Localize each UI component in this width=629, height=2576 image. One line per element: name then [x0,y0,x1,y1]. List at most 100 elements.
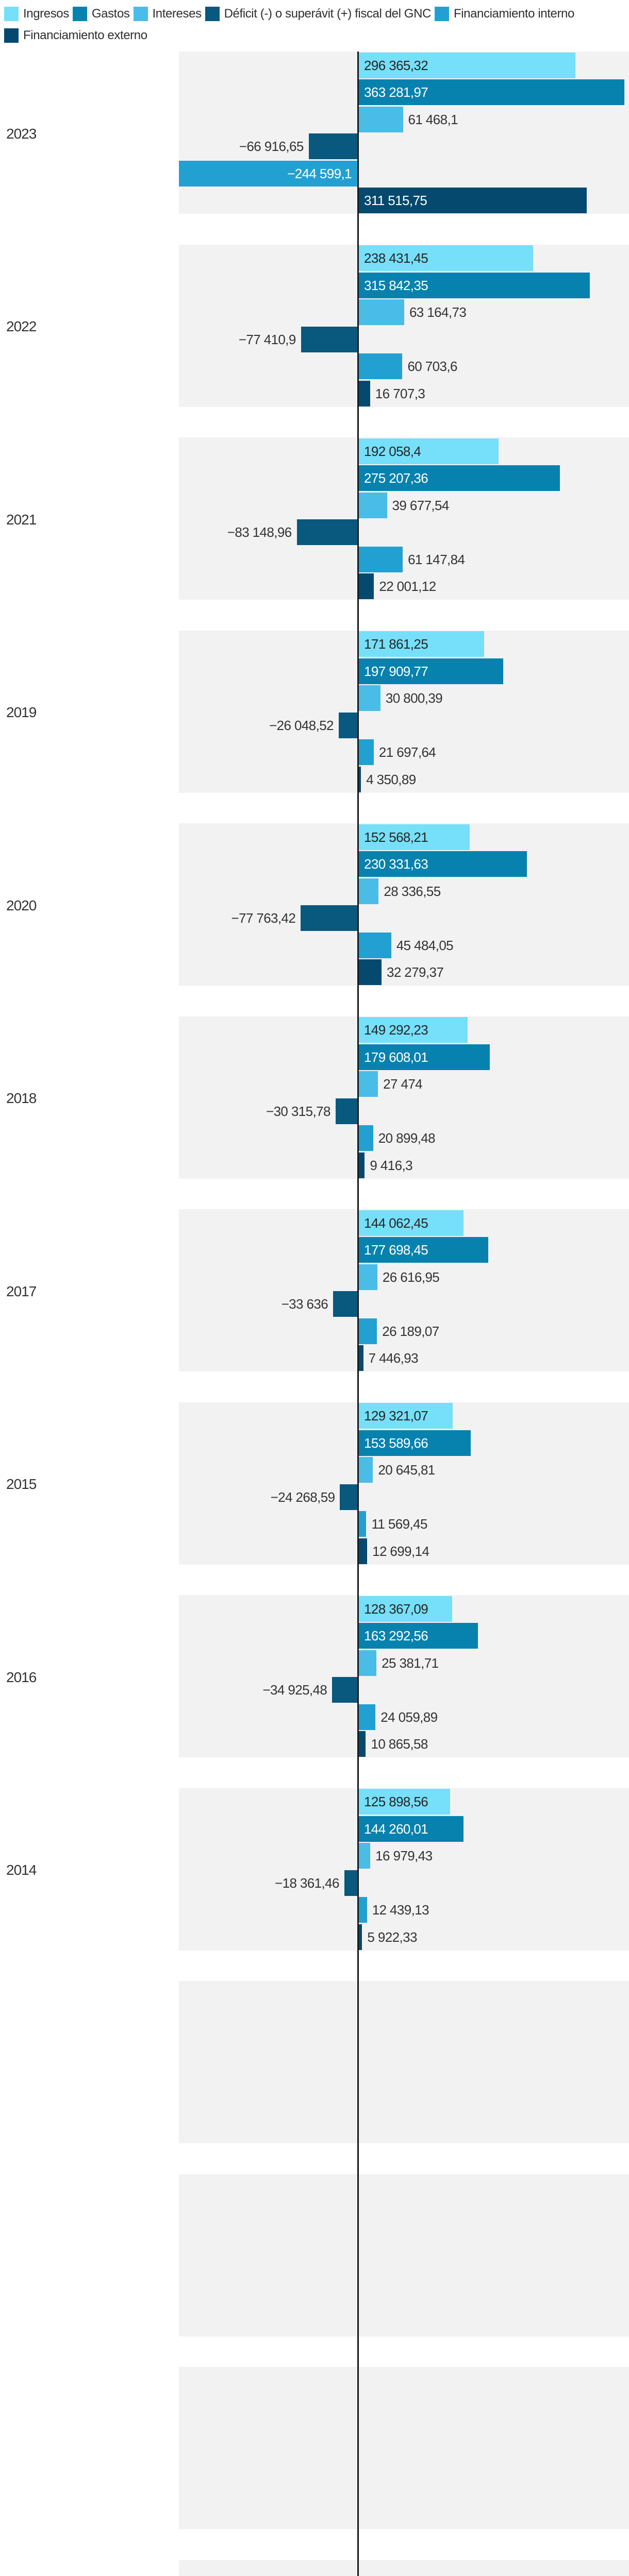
bar-financiamiento-interno-2014[interactable] [358,1897,367,1923]
bar-intereses-2022[interactable] [358,299,404,325]
bar-gastos-2021[interactable] [358,465,560,491]
bar-deficit-2018[interactable] [335,1098,358,1124]
bar-value-label: 296 365,32 [364,57,428,73]
bar-value-label: −30 315,78 [266,1103,330,1119]
bar-value-label: 177 698,45 [364,1242,428,1258]
bar-ingresos-2014[interactable] [358,1789,451,1815]
bar-deficit-2015[interactable] [340,1484,358,1510]
legend-swatch-financiamiento-externo [4,28,19,43]
bar-financiamiento-externo-2022[interactable] [358,380,370,406]
bar-gastos-2014[interactable] [358,1816,464,1842]
bar-value-label: 60 703,6 [407,359,457,374]
bar-ingresos-2023[interactable] [358,52,576,78]
bar-ingresos-2016[interactable] [358,1596,452,1622]
bar-gastos-2018[interactable] [358,1044,490,1070]
bar-ingresos-2020[interactable] [358,824,470,850]
bar-financiamiento-externo-2016[interactable] [358,1731,366,1757]
bar-financiamiento-interno-2015[interactable] [358,1511,367,1537]
bar-intereses-2016[interactable] [358,1650,377,1676]
bar-financiamiento-interno-2018[interactable] [358,1125,373,1151]
bar-financiamiento-interno-2019[interactable] [358,739,374,765]
bar-financiamiento-interno-2016[interactable] [358,1704,376,1730]
bar-financiamiento-externo-2019[interactable] [358,766,361,792]
bar-intereses-2023[interactable] [358,106,403,132]
legend-item-gastos: Gastos [72,7,130,21]
legend-swatch-intereses [133,7,148,21]
bar-intereses-2015[interactable] [358,1457,373,1483]
empty-band [179,2367,629,2529]
bar-gastos-2022[interactable] [358,272,590,298]
bar-deficit-2019[interactable] [338,712,358,738]
legend-swatch-financiamiento-interno [434,7,449,21]
bar-value-label: 30 800,39 [385,690,443,706]
category-label-2017: 2017 [6,1283,37,1299]
bar-gastos-2020[interactable] [358,851,527,877]
bar-value-label: 25 381,71 [382,1655,439,1671]
bar-gastos-2019[interactable] [358,658,503,684]
bar-value-label: −26 048,52 [269,717,334,733]
zero-axis-line [357,52,359,2576]
bar-value-label: 12 439,13 [372,1902,429,1918]
bar-intereses-2019[interactable] [358,685,380,711]
bar-value-label: 125 898,56 [364,1794,428,1809]
bar-value-label: 4 350,89 [366,771,416,787]
bar-value-label: −34 925,48 [262,1682,327,1698]
bar-value-label: 61 147,84 [408,551,465,567]
bar-ingresos-2017[interactable] [358,1210,464,1236]
legend-item-intereses: Intereses [133,7,202,21]
bar-value-label: 5 922,33 [367,1929,417,1945]
bar-deficit-2014[interactable] [344,1870,358,1896]
bar-financiamiento-externo-2014[interactable] [358,1924,362,1950]
bar-intereses-2017[interactable] [358,1264,377,1290]
bar-value-label: 171 861,25 [364,636,428,652]
bar-financiamiento-interno-2023[interactable] [179,160,358,187]
bar-intereses-2014[interactable] [358,1843,371,1869]
bar-value-label: 311 515,75 [364,193,427,208]
bar-ingresos-2019[interactable] [358,631,484,657]
bar-deficit-2017[interactable] [333,1291,358,1317]
bar-value-label: −18 361,46 [275,1875,339,1891]
bar-deficit-2021[interactable] [296,519,358,545]
bar-financiamiento-externo-2018[interactable] [358,1152,365,1178]
legend-label: Déficit (-) o superávit (+) fiscal del G… [224,7,432,21]
bar-deficit-2020[interactable] [301,905,358,931]
legend-label: Intereses [152,7,202,21]
bar-value-label: −244 599,1 [287,165,352,181]
bar-gastos-2015[interactable] [358,1430,471,1456]
bar-deficit-2022[interactable] [301,326,358,352]
bar-ingresos-2015[interactable] [358,1403,453,1429]
bar-financiamiento-externo-2023[interactable] [358,188,587,213]
legend-swatch-ingresos [4,7,19,21]
bar-financiamiento-externo-2015[interactable] [358,1538,368,1564]
bar-ingresos-2018[interactable] [358,1017,468,1043]
legend-label: Financiamiento interno [453,7,574,21]
category-label-2016: 2016 [6,1669,37,1685]
bar-value-label: 197 909,77 [364,663,428,679]
legend-label: Ingresos [23,7,69,21]
bar-intereses-2018[interactable] [358,1071,378,1097]
bar-financiamiento-interno-2021[interactable] [358,546,403,572]
bar-gastos-2017[interactable] [358,1237,489,1263]
bar-financiamiento-externo-2021[interactable] [358,573,374,599]
bar-intereses-2021[interactable] [358,492,387,518]
bar-gastos-2023[interactable] [358,79,625,105]
bar-financiamiento-externo-2017[interactable] [358,1345,363,1371]
bar-value-label: −66 916,65 [239,139,304,154]
category-label-2021: 2021 [6,511,37,528]
bar-ingresos-2021[interactable] [358,438,499,464]
bar-value-label: 275 207,36 [364,470,428,486]
bar-gastos-2016[interactable] [358,1623,478,1649]
bar-value-label: 39 677,54 [392,497,450,513]
bar-value-label: −77 763,42 [231,910,296,926]
bar-value-label: 11 569,45 [371,1516,427,1532]
bar-intereses-2020[interactable] [358,878,379,904]
legend-swatch-deficit [205,7,220,21]
bar-financiamiento-interno-2020[interactable] [358,932,391,958]
bar-deficit-2023[interactable] [308,133,358,159]
bar-deficit-2016[interactable] [332,1677,358,1703]
bar-ingresos-2022[interactable] [358,245,533,271]
bar-financiamiento-externo-2020[interactable] [358,959,382,985]
bar-financiamiento-interno-2022[interactable] [358,353,403,379]
bar-value-label: 179 608,01 [364,1049,428,1065]
bar-financiamiento-interno-2017[interactable] [358,1318,377,1344]
